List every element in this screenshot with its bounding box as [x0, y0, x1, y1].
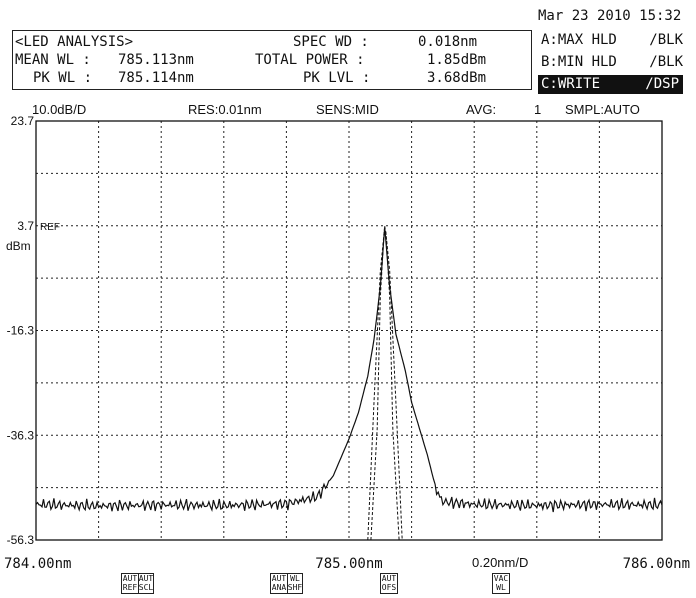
spec-wd-label: SPEC WD :	[293, 34, 369, 50]
pk-lvl-label: PK LVL :	[303, 70, 371, 86]
y-tick-label: 23.7	[11, 114, 35, 128]
trace-b-mode: /BLK	[649, 54, 683, 70]
mean-wl-value: 785.113nm	[118, 52, 194, 68]
x-tick-label: 786.00nm	[623, 556, 690, 572]
plot-frame	[35, 120, 663, 541]
ref-marker: REF	[40, 222, 60, 233]
y-tick-label: 3.7	[17, 219, 34, 233]
softkey-aut-ref-scl[interactable]: AUT REF AUT SCL	[121, 573, 154, 594]
trace-a-status[interactable]: A:MAX HLD/BLK	[538, 31, 683, 50]
y-tick-label: -36.3	[7, 428, 35, 442]
y-tick-label: -16.3	[7, 324, 35, 338]
res-setting: RES:0.01nm	[188, 102, 262, 117]
softkey-aut-ofs-box[interactable]: AUT OFS	[380, 573, 398, 594]
y-tick-label: -56.3	[7, 533, 35, 547]
spectrum-trace	[35, 227, 663, 513]
analysis-panel: <LED ANALYSIS> MEAN WL : 785.113nm PK WL…	[12, 30, 532, 90]
trace-c-status[interactable]: C:WRITE/DSP	[538, 75, 683, 94]
datetime: Mar 23 2010 15:32	[538, 8, 682, 24]
softkey-aut-ofs[interactable]: AUT OFS	[381, 574, 397, 592]
softkey-aut-ana[interactable]: AUT ANA	[271, 574, 288, 593]
softkey-aut-ref[interactable]: AUT REF	[122, 574, 139, 593]
pk-wl-value: 785.114nm	[118, 70, 194, 86]
avg-value: 1	[534, 102, 542, 117]
x-tick-label: 784.00nm	[4, 556, 71, 572]
mean-wl-label: MEAN WL :	[15, 52, 91, 68]
sens-setting: SENS:MID	[316, 102, 379, 117]
y-unit: dBm	[6, 239, 31, 253]
x-tick-label: 785.00nm	[315, 556, 382, 572]
softkey-wl-shf[interactable]: WL SHF	[287, 574, 303, 592]
trace-a-label: A:MAX HLD	[541, 32, 617, 48]
peak-trace	[367, 225, 403, 541]
trace-a-mode: /BLK	[649, 32, 683, 48]
softkey-vac-wl[interactable]: VAC WL	[493, 574, 509, 592]
total-power-label: TOTAL POWER :	[255, 52, 365, 68]
trace-b-label: B:MIN HLD	[541, 54, 617, 70]
trace-c-label: C:WRITE	[541, 76, 601, 92]
softkey-aut-ana-wl-shf[interactable]: AUT ANA WL SHF	[270, 573, 303, 594]
trace-c-mode: /DSP	[645, 76, 679, 92]
trace-b-status[interactable]: B:MIN HLD/BLK	[538, 53, 683, 72]
softkey-aut-scl[interactable]: AUT SCL	[138, 574, 154, 592]
x-span: 0.20nm/D	[472, 555, 529, 570]
analysis-title: <LED ANALYSIS>	[15, 34, 134, 50]
pk-lvl-value: 3.68dBm	[427, 70, 487, 86]
scale-setting: 10.0dB/D	[32, 102, 87, 117]
avg-label: AVG:	[466, 102, 497, 117]
pk-wl-label: PK WL :	[33, 70, 93, 86]
spec-wd-value: 0.018nm	[418, 34, 478, 50]
trace-status-panel: A:MAX HLD/BLK B:MIN HLD/BLK C:WRITE/DSP	[538, 30, 688, 96]
smpl-setting: SMPL:AUTO	[565, 102, 640, 117]
total-power-value: 1.85dBm	[427, 52, 487, 68]
softkey-vac-wl-box[interactable]: VAC WL	[492, 573, 510, 594]
